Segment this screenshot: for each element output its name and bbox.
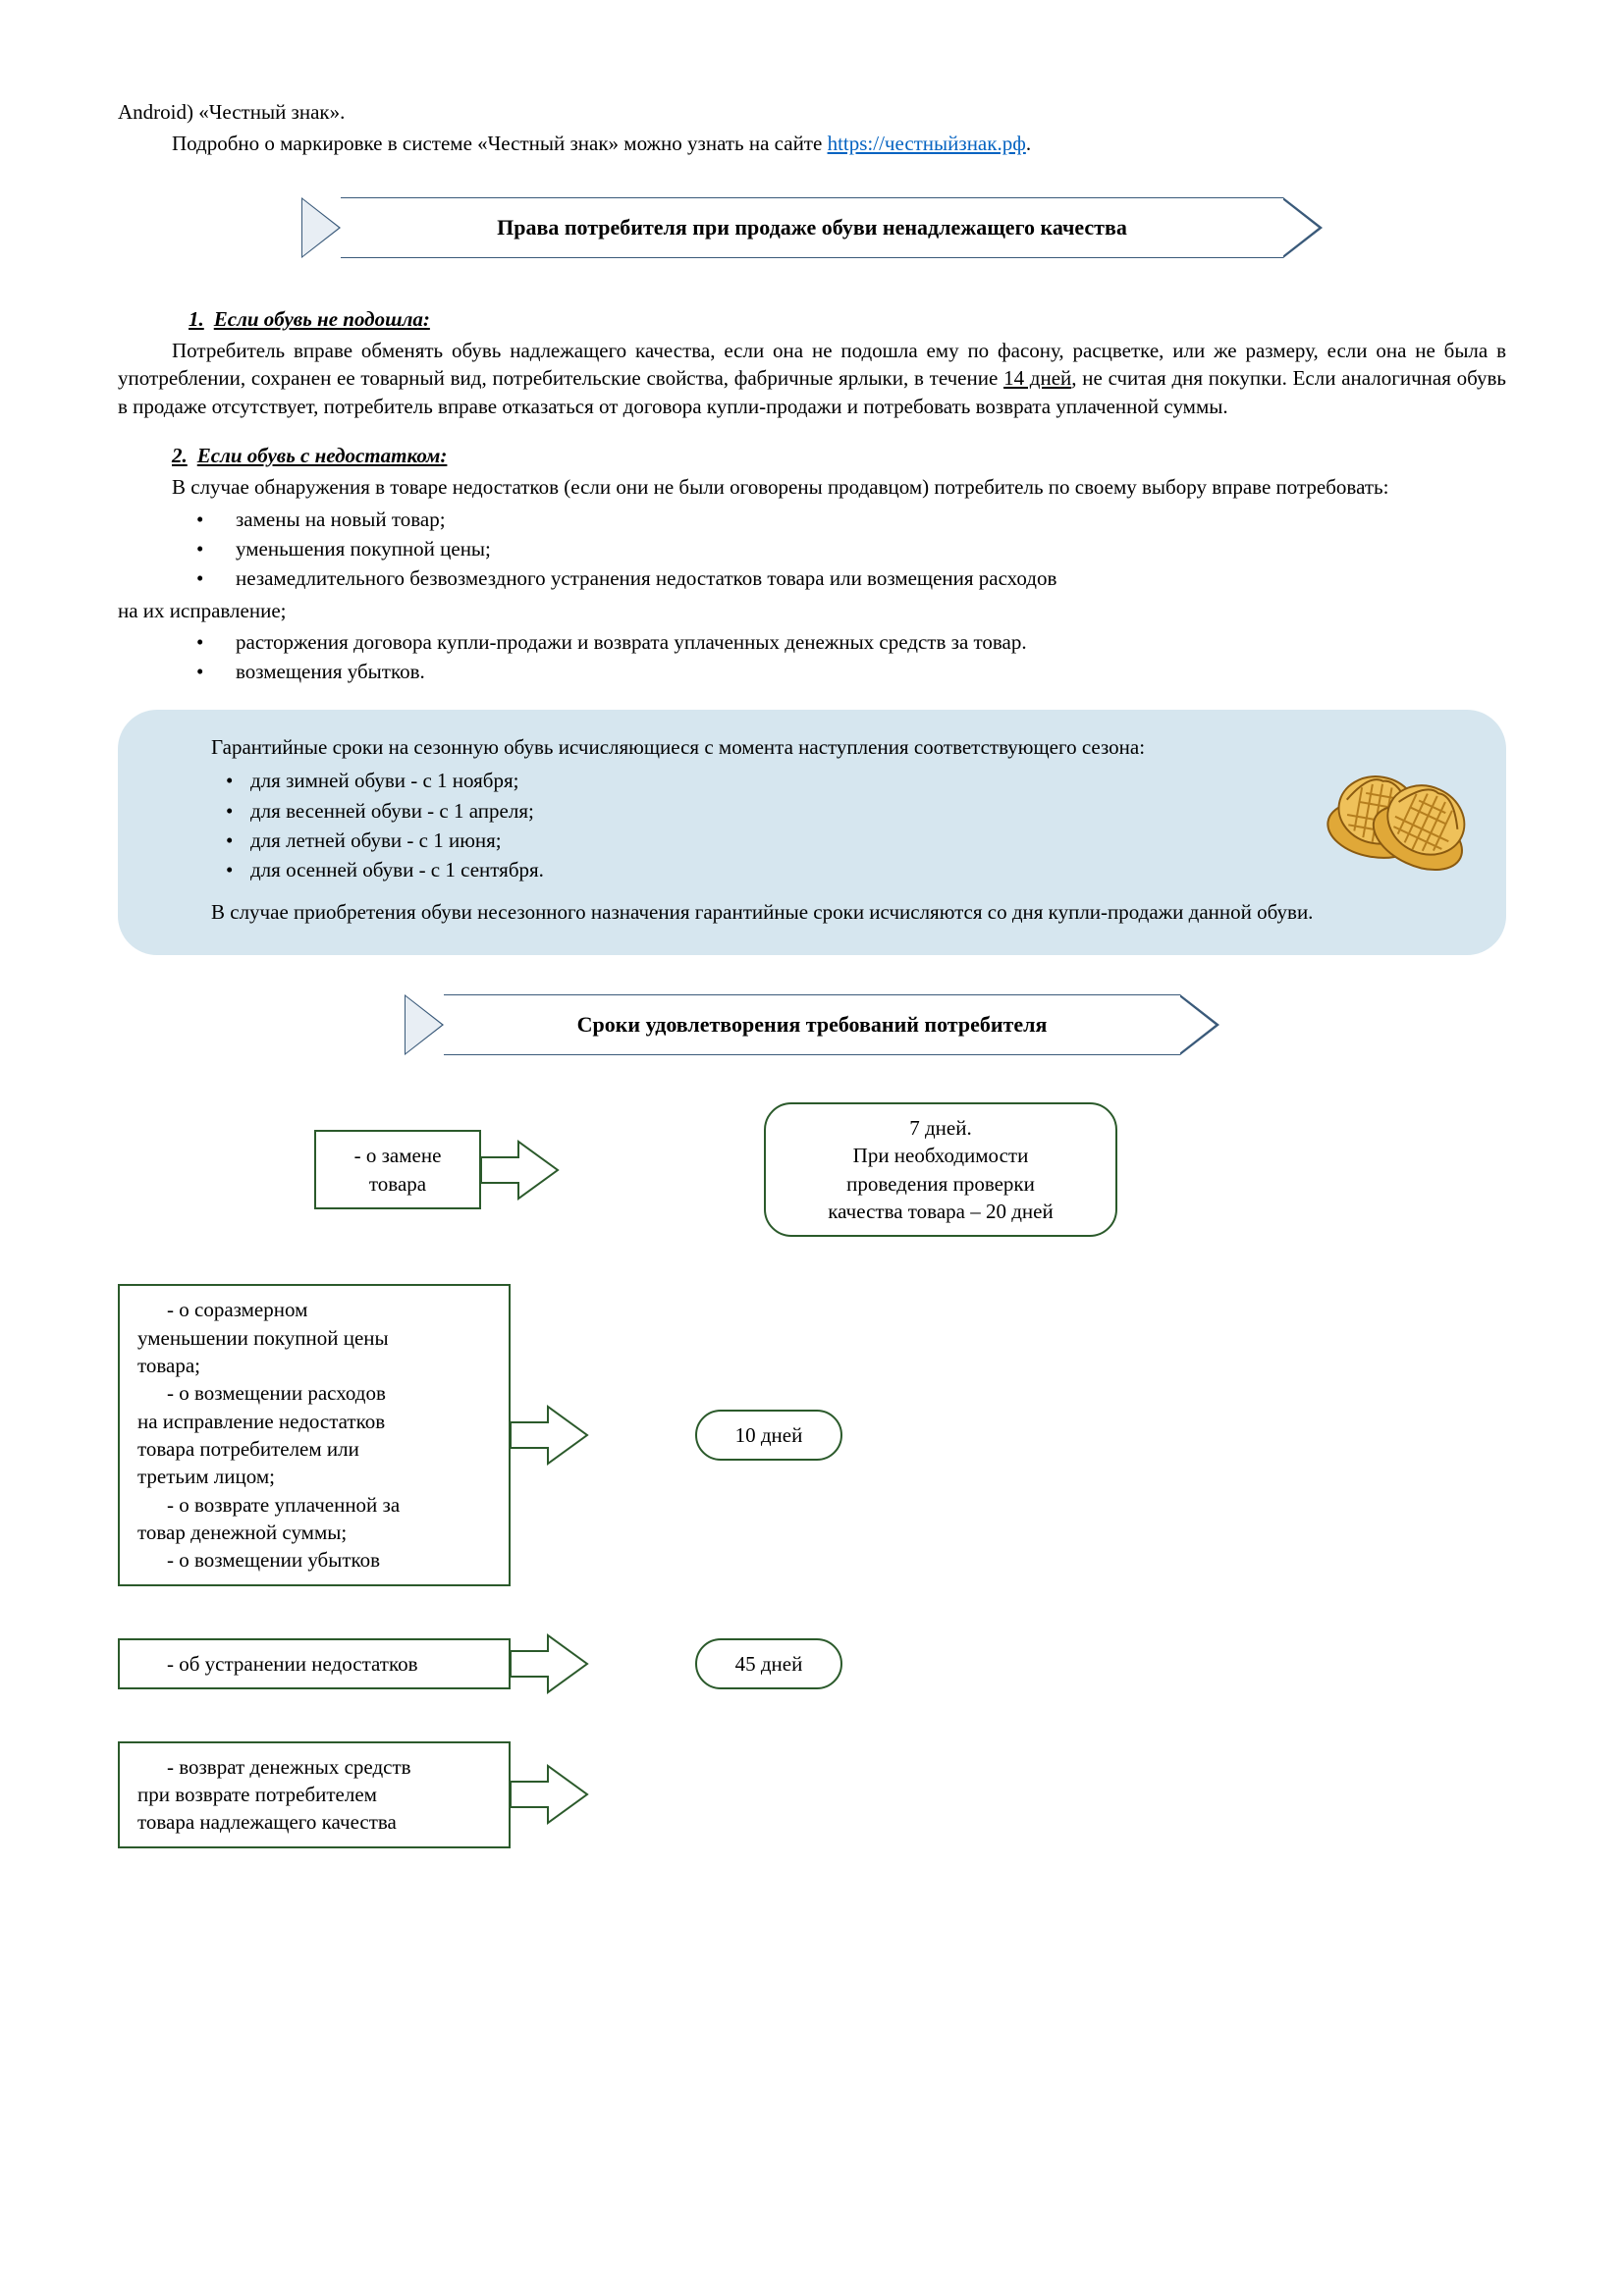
document-page: Android) «Честный знак». Подробно о марк…	[118, 98, 1506, 1848]
bullet-item: замены на новый товар;	[118, 506, 1506, 533]
intro-period: .	[1026, 132, 1031, 155]
flow-arrow-icon	[509, 1405, 589, 1466]
flow-text-line: уменьшении покупной цены	[137, 1324, 491, 1352]
callout-after: В случае приобретения обуви несезонного …	[157, 898, 1467, 926]
flow-text-line: 45 дней	[735, 1650, 803, 1678]
flow-arrow-icon	[509, 1633, 589, 1694]
banner-head-icon	[1283, 197, 1323, 258]
flow-text-line: - о возмещении убытков	[137, 1546, 491, 1574]
section-1-heading: 1. Если обувь не подошла:	[189, 305, 1506, 333]
intro-line-2: Подробно о маркировке в системе «Честный…	[118, 130, 1506, 157]
flow-text-line: третьим лицом;	[137, 1463, 491, 1490]
s1-underline: 14 дней	[1003, 366, 1071, 390]
flow-right-box: 10 дней	[695, 1410, 842, 1461]
flow-left-box: - о соразмерномуменьшении покупной ценыт…	[118, 1284, 511, 1585]
flow-text-line: качества товара – 20 дней	[828, 1198, 1053, 1225]
flow-text-line: - о соразмерном	[137, 1296, 491, 1323]
flow-text-line: товара	[369, 1170, 426, 1198]
section-1-title: Если обувь не подошла:	[214, 307, 430, 331]
banner-title: Права потребителя при продаже обуви нена…	[341, 197, 1283, 258]
section-2-heading: 2. Если обувь с недостатком:	[172, 442, 1506, 469]
flow-left-box: - возврат денежных средствпри возврате п…	[118, 1741, 511, 1848]
section-2-para: В случае обнаружения в товаре недостатко…	[118, 473, 1506, 501]
flow-right-box: 45 дней	[695, 1638, 842, 1689]
deadlines-flowchart: - о заменетовара 7 дней.При необходимости…	[118, 1102, 1506, 1848]
flow-text-line: товар денежной суммы;	[137, 1519, 491, 1546]
section-1-num: 1.	[189, 307, 204, 331]
bullet-item: уменьшения покупной цены;	[118, 535, 1506, 562]
honest-sign-link[interactable]: https://честныйзнак.рф	[828, 132, 1026, 155]
flow-left-box: - об устранении недостатков	[118, 1638, 511, 1689]
banner-deadlines: Сроки удовлетворения требований потребит…	[405, 994, 1219, 1055]
flow-row: - возврат денежных средствпри возврате п…	[118, 1741, 1506, 1848]
flow-text-line: - о возврате уплаченной за	[137, 1491, 491, 1519]
flow-arrow-icon	[509, 1764, 589, 1825]
callout-item: для осенней обуви - с 1 сентября.	[157, 856, 1467, 883]
flow-text-line: - об устранении недостатков	[137, 1650, 491, 1678]
callout-item: для летней обуви - с 1 июня;	[157, 827, 1467, 854]
flow-text-line: - о замене	[354, 1142, 442, 1169]
flow-text-line: 10 дней	[735, 1421, 803, 1449]
intro-line-1: Android) «Честный знак».	[118, 98, 1506, 126]
bullet-item: возмещения убытков.	[118, 658, 1506, 685]
flow-text-line: при возврате потребителем	[137, 1781, 491, 1808]
flow-text-line: - возврат денежных средств	[137, 1753, 491, 1781]
flow-row: - о соразмерномуменьшении покупной ценыт…	[118, 1284, 1506, 1585]
banner-title: Сроки удовлетворения требований потребит…	[444, 994, 1180, 1055]
section-1-para: Потребитель вправе обменять обувь надлеж…	[118, 337, 1506, 420]
flow-text-line: проведения проверки	[846, 1170, 1035, 1198]
banner-head-icon	[1180, 994, 1219, 1055]
bullet-item: незамедлительного безвозмездного устране…	[118, 564, 1506, 592]
bullet-item: расторжения договора купли-продажи и воз…	[118, 628, 1506, 656]
callout-bullets: для зимней обуви - с 1 ноября; для весен…	[157, 767, 1467, 883]
section-2-title: Если обувь с недостатком:	[197, 444, 448, 467]
bullet-3-tail: на их исправление;	[118, 597, 1506, 624]
section-2-bullets-after: расторжения договора купли-продажи и воз…	[118, 628, 1506, 686]
flow-text-line: товара потребителем или	[137, 1435, 491, 1463]
banner-consumer-rights: Права потребителя при продаже обуви нена…	[301, 197, 1323, 258]
flow-text-line: на исправление недостатков	[137, 1408, 491, 1435]
flow-left-box: - о заменетовара	[314, 1130, 481, 1209]
callout-item: для весенней обуви - с 1 апреля;	[157, 797, 1467, 825]
flow-text-line: товара надлежащего качества	[137, 1808, 491, 1836]
intro-prefix: Подробно о маркировке в системе «Честный…	[172, 132, 828, 155]
flow-text-line: При необходимости	[853, 1142, 1029, 1169]
flow-text-line: 7 дней.	[909, 1114, 971, 1142]
flow-row: - об устранении недостатков 45 дней	[118, 1633, 1506, 1694]
flow-text-line: товара;	[137, 1352, 491, 1379]
flow-right-box: 7 дней.При необходимостипроведения прове…	[764, 1102, 1117, 1237]
section-2-num: 2.	[172, 444, 188, 467]
flow-arrow-icon	[479, 1140, 560, 1201]
section-2-bullets: замены на новый товар; уменьшения покупн…	[118, 506, 1506, 593]
callout-intro: Гарантийные сроки на сезонную обувь исчи…	[157, 733, 1467, 761]
flow-text-line: - о возмещении расходов	[137, 1379, 491, 1407]
banner-tail-icon	[301, 197, 341, 258]
flow-row: - о заменетовара 7 дней.При необходимости…	[118, 1102, 1506, 1237]
callout-item: для зимней обуви - с 1 ноября;	[157, 767, 1467, 794]
banner-tail-icon	[405, 994, 444, 1055]
warranty-callout: Гарантийные сроки на сезонную обувь исчи…	[118, 710, 1506, 955]
